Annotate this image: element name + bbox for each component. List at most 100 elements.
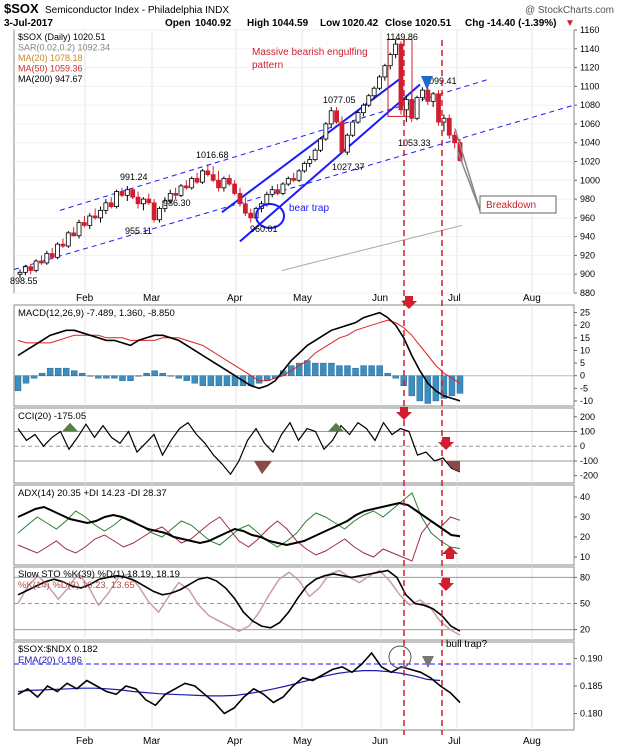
y-tick-label: 50 [580,599,590,609]
ohlc-readout: Open 1040.92 High 1044.59 Low 1020.42 Cl… [165,18,575,29]
month-label: Aug [523,293,541,304]
candle-body [194,178,200,183]
y-tick-label: 1100 [580,81,599,91]
candle-body [377,76,382,89]
candle-body [425,89,431,102]
legend-entry: MA(200) 947.67 [18,74,83,84]
macd-histogram-bar [95,375,102,379]
candle-body [200,170,205,183]
red-up-arrow-icon [442,546,458,559]
y-tick-label: 940 [580,232,595,242]
candle-body [371,87,377,97]
ratio-line [17,651,461,715]
candle-body [205,170,211,176]
legend-entry: MA(50) 1059.36 [18,64,83,74]
candle-body [81,222,87,226]
ratio-ema-legend: EMA(20) 0.186 [18,655,82,666]
price-label: 1149.86 [386,32,418,42]
candle-body [124,189,130,196]
candle-body [264,193,270,205]
y-tick-label: 900 [580,269,595,279]
macd-histogram-bar [46,367,54,376]
red-down-arrow-icon [396,407,412,420]
macd-histogram-bar [143,372,150,376]
price-label: 1053.33 [398,138,431,148]
low-label: Low [320,18,340,29]
candle-body [71,232,77,237]
macd-line [17,311,461,402]
minus-di-line [17,516,461,562]
candle-body [242,203,248,214]
legend-entry: MA(20) 1078.18 [18,53,83,63]
ratio-ema-line [17,670,441,697]
cci-legend: CCI(20) -175.05 [18,411,86,422]
y-tick-label: 0.180 [580,709,603,719]
chart-name: Semiconductor Index - Philadelphia INDX [45,5,229,16]
cci-fill-up [62,422,78,432]
trend-channel-lower [13,104,575,270]
candle-body [275,189,280,194]
macd-histogram-bar [135,375,142,377]
candle-body [237,193,243,205]
macd-histogram-bar [30,375,38,379]
y-tick-label: 1040 [580,138,600,148]
macd-histogram-bar [54,367,62,376]
macd-histogram-bar [344,365,351,376]
cci-line [17,421,461,476]
breakdown-box [479,195,557,214]
y-tick-label: 10 [580,552,590,562]
candle-body [420,89,425,99]
month-label: Aug [523,736,541,747]
macd-histogram-bar [207,375,215,387]
y-tick-label: 200 [580,412,595,422]
engulfing-box [387,38,413,117]
candle-body [446,117,452,136]
y-tick-label: -5 [580,383,588,393]
candle-body [291,178,297,181]
macd-histogram-bar [183,375,190,381]
y-tick-label: 25 [580,308,590,318]
candle-body [312,149,318,161]
high-label: High [247,18,269,29]
candle-body [269,189,275,195]
y-tick-label: 100 [580,427,595,437]
bull-trap-circle [388,645,412,669]
candle-body [76,222,82,237]
candle-body [398,43,404,111]
macd-histogram-bar [87,375,94,377]
ratio-legend: $SOX:$NDX 0.182 [18,644,98,655]
panel-frame [13,304,575,407]
y-tick-label: 0 [580,371,585,381]
candle-body [98,209,103,219]
blue-down-arrow-icon [421,76,433,90]
panel-frame [13,407,575,484]
cci-fill-down [446,460,460,472]
y-tick-label: 980 [580,194,595,204]
engulfing-annotation: Massive bearish engulfing [252,47,368,58]
open-value: 1040.92 [195,18,232,29]
candle-body [452,134,458,144]
y-tick-label: -100 [580,456,598,466]
candle-body [221,178,227,189]
panel-frame [13,484,575,566]
candle-body [87,215,93,226]
candle-body [344,134,350,153]
macd-histogram-bar [304,360,311,376]
trend-channel-upper [59,78,491,211]
macd-histogram-bar [368,365,375,376]
candle-body [232,183,238,194]
candle-body [55,243,60,258]
open-label: Open [165,18,191,29]
macd-histogram-bar [215,375,223,387]
price-label: 1016.68 [196,150,229,160]
candle-body [146,198,152,204]
y-tick-label: 1140 [580,44,599,54]
macd-histogram-bar [79,372,86,376]
macd-histogram-bar [199,375,207,387]
candle-body [33,260,39,271]
candle-body [366,95,372,106]
candle-body [387,54,393,67]
adx-legend: ADX(14) 20.35 +DI 14.23 -DI 28.37 [18,488,167,499]
